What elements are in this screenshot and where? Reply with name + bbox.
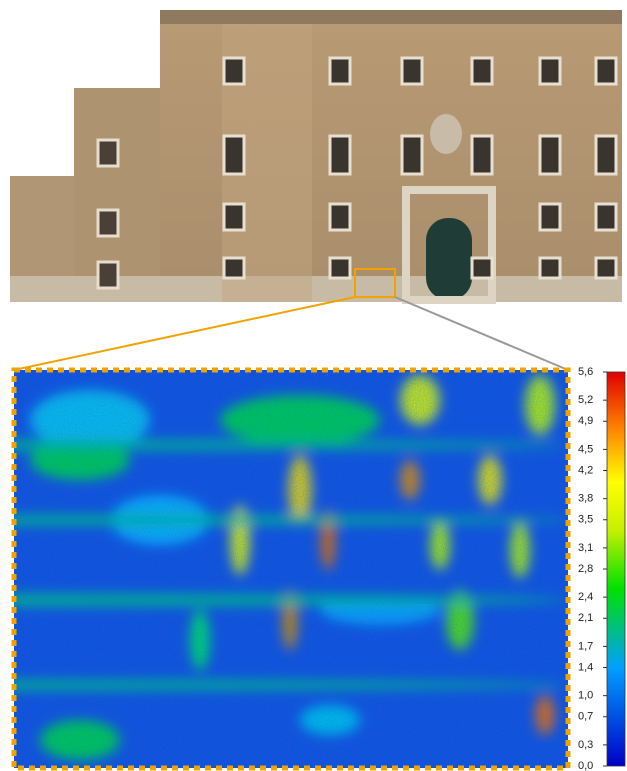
colorbar-tick-label: 3,8 — [578, 493, 593, 505]
window — [98, 210, 118, 236]
colorbar-tick-label: 2,4 — [578, 591, 593, 603]
window — [224, 204, 244, 230]
window — [596, 136, 616, 174]
window — [98, 262, 118, 288]
colorbar-tick-label: 3,1 — [578, 542, 593, 554]
window — [472, 258, 492, 278]
colorbar-tick-label: 3,5 — [578, 514, 593, 526]
window — [540, 204, 560, 230]
window — [330, 136, 350, 174]
colorbar-tick-label: 4,5 — [578, 443, 593, 455]
connector — [14, 297, 355, 370]
window — [540, 258, 560, 278]
window — [330, 58, 350, 84]
colorbar-tick-label: 5,6 — [578, 366, 593, 378]
heatmap — [0, 370, 568, 768]
colorbar-tick-label: 0,3 — [578, 739, 593, 751]
window — [596, 58, 616, 84]
colorbar-tick-label: 1,7 — [578, 640, 593, 652]
colorbar-tick-label: 1,4 — [578, 661, 593, 673]
window — [330, 204, 350, 230]
colorbar-tick-label: 4,2 — [578, 464, 593, 476]
colorbar — [607, 372, 625, 766]
connector — [395, 297, 568, 370]
window — [224, 258, 244, 278]
window — [472, 58, 492, 84]
building-photo — [10, 10, 622, 302]
colorbar-tick-label: 0,7 — [578, 711, 593, 723]
window — [224, 58, 244, 84]
figure: 5,6 5,2 4,9 4,5 4,2 3,8 3,5 3,1 2,8 2,4 2,1 1,7 1,4 1… — [0, 0, 627, 771]
window — [402, 136, 422, 174]
window — [540, 136, 560, 174]
window — [98, 140, 118, 166]
window — [596, 204, 616, 230]
colorbar-tick-label: 2,8 — [578, 563, 593, 575]
window — [330, 258, 350, 278]
colorbar-tick-label: 4,9 — [578, 415, 593, 427]
window — [402, 58, 422, 84]
colorbar-tick-label: 0,0 — [578, 760, 593, 771]
colorbar-tick-label: 2,1 — [578, 612, 593, 624]
window — [472, 136, 492, 174]
window — [596, 258, 616, 278]
colorbar-tick-label: 5,2 — [578, 394, 593, 406]
window — [224, 136, 244, 174]
colorbar-tick-label: 1,0 — [578, 690, 593, 702]
window — [540, 58, 560, 84]
